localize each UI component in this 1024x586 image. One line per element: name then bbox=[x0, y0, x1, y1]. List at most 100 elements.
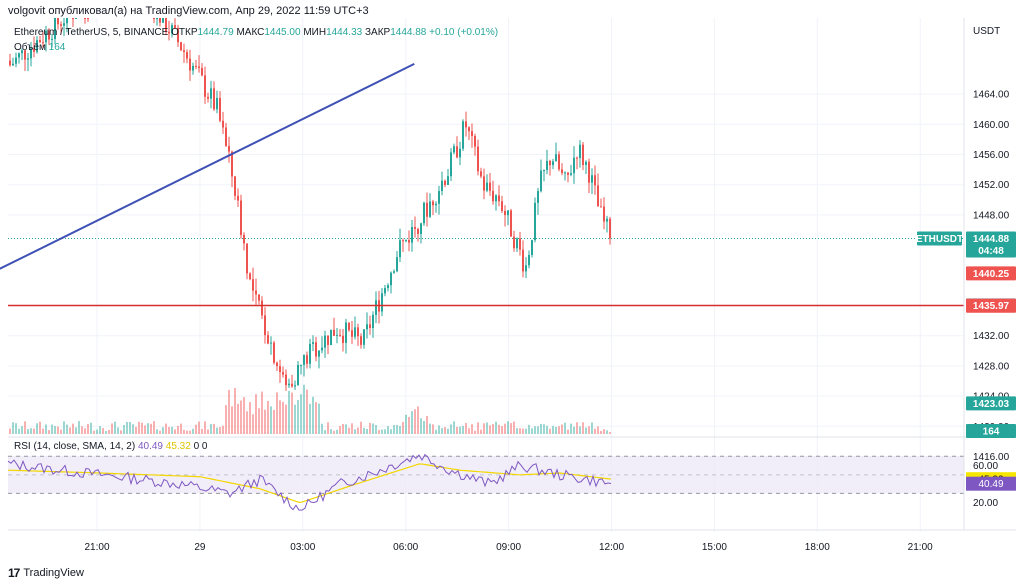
volume-bar bbox=[351, 423, 353, 434]
volume-bar bbox=[261, 391, 263, 434]
candle-body bbox=[609, 218, 611, 239]
candle-body bbox=[333, 329, 335, 336]
footer-brand[interactable]: 17 TradingView bbox=[8, 566, 84, 580]
volume-bar bbox=[324, 430, 326, 434]
volume-bar bbox=[288, 390, 290, 434]
volume-bar bbox=[327, 422, 329, 434]
volume-bar bbox=[48, 430, 50, 434]
candle-body bbox=[387, 285, 389, 289]
candle-body bbox=[243, 234, 245, 244]
volume-bar bbox=[12, 422, 14, 434]
candle-body bbox=[483, 176, 485, 191]
candles bbox=[9, 18, 611, 391]
volume-bar bbox=[237, 403, 239, 434]
candle-body bbox=[267, 335, 269, 344]
candle-body bbox=[21, 50, 23, 54]
volume-bar bbox=[372, 423, 374, 434]
candle-body bbox=[600, 206, 602, 208]
price-tag-label: 04:48 bbox=[978, 246, 1004, 257]
rsi-sma-value: 45.32 bbox=[165, 441, 191, 452]
volume-bar bbox=[357, 427, 359, 434]
price-tag-bg bbox=[966, 424, 1016, 438]
volume-bar bbox=[546, 425, 548, 434]
volume-bar bbox=[333, 430, 335, 434]
volume-bar bbox=[513, 421, 515, 434]
volume-bar bbox=[126, 421, 128, 434]
volume-bar bbox=[60, 429, 62, 434]
volume-bar bbox=[297, 399, 299, 434]
volume-bar bbox=[510, 423, 512, 434]
volume-bar bbox=[366, 428, 368, 434]
volume-bar bbox=[597, 426, 599, 434]
candle-body bbox=[450, 152, 452, 177]
candle-body bbox=[159, 18, 161, 23]
rsi-legend: RSI (14, close, SMA, 14, 2) 40.49 45.32 … bbox=[14, 441, 207, 452]
candle-body bbox=[507, 210, 509, 216]
candle-body bbox=[369, 324, 371, 329]
volume-bar bbox=[453, 421, 455, 434]
candle-body bbox=[420, 223, 422, 234]
candle-body bbox=[189, 58, 191, 71]
candle-body bbox=[549, 160, 551, 166]
volume-bar bbox=[108, 429, 110, 434]
candle-body bbox=[342, 335, 344, 343]
price-tag-label: 1444.88 bbox=[973, 234, 1010, 245]
volume-bar bbox=[195, 424, 197, 434]
volume-bar bbox=[489, 425, 491, 434]
volume-bar bbox=[534, 426, 536, 434]
volume-bar bbox=[393, 425, 395, 434]
volume-bar bbox=[342, 424, 344, 434]
volume-bar bbox=[72, 423, 74, 434]
volume-bar bbox=[447, 428, 449, 434]
candle-body bbox=[465, 121, 467, 128]
candle-body bbox=[9, 60, 11, 66]
volume-bar bbox=[141, 422, 143, 434]
volume-bar bbox=[99, 426, 101, 434]
candle-body bbox=[219, 97, 221, 121]
rsi-tag-bg bbox=[966, 476, 1016, 491]
price-tag-bg bbox=[966, 298, 1016, 313]
candle-body bbox=[204, 75, 206, 97]
candle-body bbox=[279, 366, 281, 373]
time-tick-label: 03:00 bbox=[290, 542, 315, 553]
volume-bar bbox=[516, 428, 518, 434]
volume-bar bbox=[603, 429, 605, 434]
candle-body bbox=[231, 151, 233, 177]
volume-bar bbox=[600, 430, 602, 434]
volume-bar bbox=[384, 429, 386, 434]
rsi-sma-line bbox=[7, 463, 612, 503]
candle-body bbox=[255, 290, 257, 295]
candle-body bbox=[480, 171, 482, 177]
candle-body bbox=[372, 314, 374, 329]
price-change: +0.10 (+0.01%) bbox=[429, 27, 499, 38]
price-tick-label: 1428.00 bbox=[973, 361, 1010, 372]
candle-body bbox=[222, 120, 224, 128]
volume-bar bbox=[567, 429, 569, 434]
candle-body bbox=[405, 240, 407, 242]
volume-bar bbox=[33, 428, 35, 434]
candle-body bbox=[297, 364, 299, 386]
candle-body bbox=[534, 202, 536, 241]
volume-bar bbox=[423, 420, 425, 434]
candle-body bbox=[75, 18, 77, 19]
volume-bar bbox=[414, 409, 416, 434]
volume-bar bbox=[315, 402, 317, 434]
volume-bar bbox=[87, 424, 89, 434]
volume-bar bbox=[84, 428, 86, 434]
candle-body bbox=[309, 343, 311, 364]
volume-bar bbox=[417, 406, 419, 434]
volume-bar bbox=[78, 421, 80, 434]
volume-bar bbox=[573, 426, 575, 434]
candle-body bbox=[153, 18, 155, 19]
volume-bar bbox=[576, 422, 578, 434]
volume-bar bbox=[339, 426, 341, 434]
volume-bar bbox=[294, 404, 296, 434]
candle-body bbox=[180, 42, 182, 51]
volume-bar bbox=[222, 425, 224, 434]
volume-bar bbox=[441, 428, 443, 434]
volume-bar bbox=[81, 426, 83, 434]
volume-bar bbox=[51, 424, 53, 434]
volume-bar bbox=[378, 429, 380, 434]
candle-body bbox=[315, 342, 317, 357]
